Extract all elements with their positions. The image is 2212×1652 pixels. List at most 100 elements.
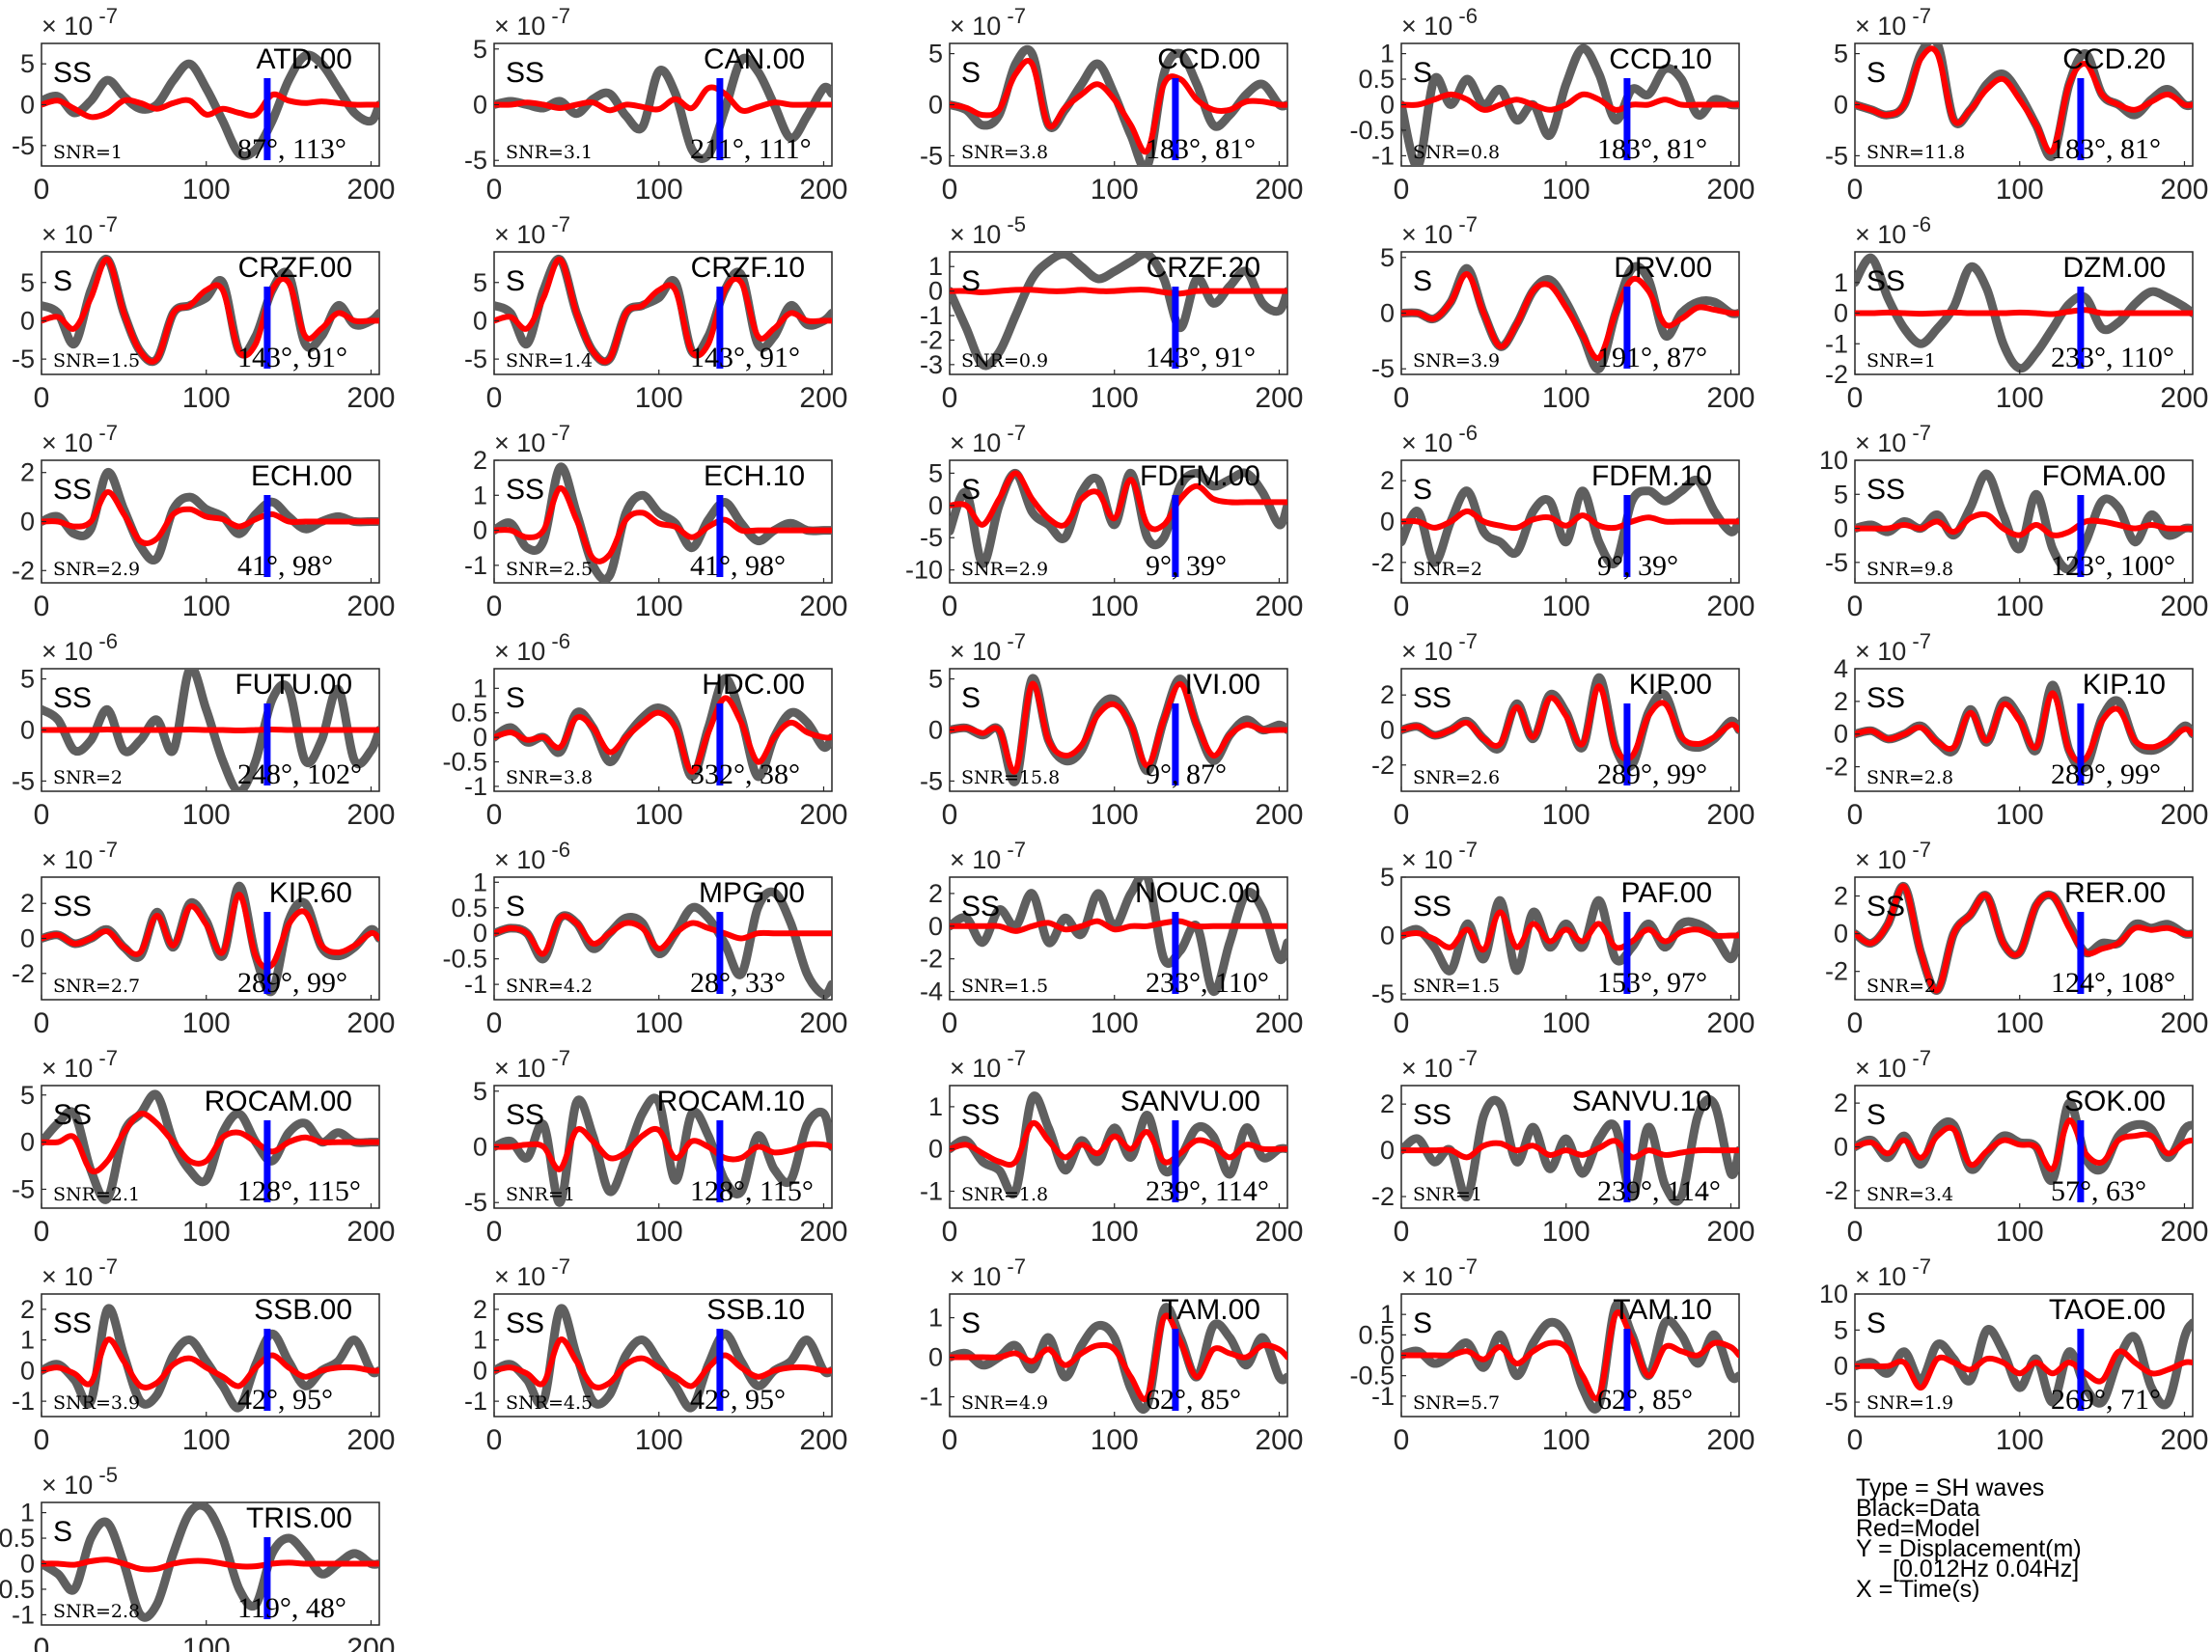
x-tick-label: 100	[1996, 1007, 2044, 1039]
station-label: NOUC.00	[1135, 877, 1260, 909]
y-tick-label: 0	[1834, 91, 1848, 120]
y-tick-label: -1	[464, 551, 487, 580]
data-trace	[41, 50, 379, 161]
y-exponent-power: -7	[93, 1046, 118, 1070]
x-tick-label: 100	[635, 1216, 683, 1248]
y-exponent-power: -7	[1452, 1046, 1478, 1070]
y-tick-label: -1	[1371, 1382, 1395, 1411]
azimuth-label: 248°, 102°	[237, 758, 362, 790]
y-tick-label: -2	[1825, 957, 1848, 986]
panel-sok-00: 0 100 200 2 0 -2 × 10 -7 S SOK.00 SNR=3.4 57°, 63°	[1825, 1046, 2209, 1248]
x-tick-label: 200	[1255, 1007, 1303, 1039]
y-exponent: × 10 -7	[1401, 1254, 1478, 1291]
x-tick-label: 0	[1394, 1424, 1410, 1456]
y-tick-label: -2	[920, 945, 943, 974]
x-tick-label: 0	[34, 382, 50, 414]
x-tick-label: 0	[1847, 1424, 1864, 1456]
azimuth-label: 332°, 38°	[690, 758, 800, 790]
azimuth-label: 9°, 87°	[1146, 758, 1227, 790]
station-label: FDFM.00	[1140, 460, 1260, 492]
panel-crzf-00: 0 100 200 5 0 -5 × 10 -7 S CRZF.00 SNR=1.5 143°, 9…	[12, 212, 396, 414]
y-tick-label: -5	[920, 523, 943, 552]
x-tick-label: 100	[182, 174, 231, 206]
phase-label: SS	[1413, 682, 1452, 714]
x-tick-label: 0	[34, 1633, 50, 1652]
y-tick-label: 0	[928, 491, 943, 520]
y-exponent: × 10 -7	[41, 421, 118, 457]
azimuth-label: 62°, 85°	[1146, 1384, 1241, 1416]
y-tick-label: -1	[12, 1600, 35, 1629]
model-trace	[494, 485, 832, 564]
azimuth-label: 143°, 91°	[237, 342, 347, 373]
x-tick-label: 0	[1847, 382, 1864, 414]
y-tick-label: 1	[20, 1499, 35, 1528]
azimuth-label: 289°, 99°	[237, 967, 347, 999]
model-trace	[41, 1111, 379, 1175]
snr-label: SNR=4.5	[506, 1392, 593, 1414]
azimuth-label: 87°, 113°	[237, 133, 346, 165]
x-tick-label: 200	[346, 591, 395, 622]
y-exponent: × 10 -6	[1401, 4, 1478, 41]
y-exponent: × 10 -7	[950, 838, 1026, 874]
phase-label: S	[53, 1516, 72, 1548]
y-tick-label: 0	[473, 723, 487, 752]
y-tick-label: 1	[473, 1326, 487, 1355]
azimuth-label: 183°, 81°	[2051, 133, 2161, 165]
x-tick-label: 0	[1394, 591, 1410, 622]
y-tick-label: -5	[920, 766, 943, 795]
y-exponent: × 10 -6	[494, 838, 570, 874]
y-tick-label: -5	[12, 766, 35, 795]
phase-label: S	[506, 682, 525, 714]
y-tick-label: 2	[1380, 1089, 1395, 1118]
model-trace	[1401, 1309, 1739, 1402]
x-tick-label: 100	[182, 1424, 231, 1456]
model-trace	[494, 913, 832, 957]
y-exponent: × 10 -7	[494, 1046, 570, 1083]
phase-label: SS	[506, 1308, 544, 1339]
x-tick-label: 200	[1255, 1424, 1303, 1456]
y-tick-label: 2	[1834, 1088, 1848, 1117]
x-tick-label: 200	[2160, 591, 2208, 622]
y-tick-label: 0	[928, 1343, 943, 1372]
y-tick-label: 0	[928, 1135, 943, 1164]
y-exponent: × 10 -7	[41, 1046, 118, 1083]
x-tick-label: 0	[1847, 799, 1864, 831]
y-tick-label: 0	[1380, 508, 1395, 537]
phase-label: S	[506, 891, 525, 922]
x-tick-label: 0	[1394, 174, 1410, 206]
station-label: CRZF.00	[238, 252, 352, 284]
station-label: ATD.00	[257, 43, 352, 75]
data-trace	[41, 669, 379, 791]
y-tick-label: -2	[1371, 1182, 1395, 1211]
y-tick-label: 2	[1380, 466, 1395, 495]
model-trace	[41, 1556, 379, 1573]
snr-label: SNR=4.2	[506, 976, 593, 997]
snr-label: SNR=2	[53, 767, 123, 788]
model-trace	[950, 1312, 1287, 1402]
axes-box	[493, 668, 833, 792]
x-tick-label: 200	[799, 591, 847, 622]
data-trace	[1401, 43, 1739, 166]
phase-label: SS	[1866, 474, 1905, 506]
y-tick-label: 0.5	[1358, 65, 1395, 94]
y-tick-label: -1	[12, 1387, 35, 1416]
x-tick-label: 0	[486, 799, 503, 831]
phase-label: S	[1866, 1308, 1886, 1339]
x-tick-label: 0	[942, 799, 958, 831]
model-trace	[41, 256, 379, 365]
azimuth-label: 191°, 87°	[1597, 342, 1707, 373]
y-tick-label: 1	[928, 1092, 943, 1121]
y-exponent: × 10 -7	[494, 1254, 570, 1291]
x-tick-label: 200	[346, 1216, 395, 1248]
y-tick-label: 0	[20, 716, 35, 745]
snr-label: SNR=1.5	[1413, 976, 1500, 997]
panel-tam-00: 0 100 200 1 0 -1 × 10 -7 S TAM.00 SNR=4.9 62°, 85°	[920, 1254, 1304, 1456]
model-trace	[494, 695, 832, 775]
x-tick-label: 0	[1847, 591, 1864, 622]
station-label: CRZF.10	[691, 252, 805, 284]
y-exponent-power: -7	[1452, 212, 1478, 236]
x-tick-label: 0	[34, 1216, 50, 1248]
